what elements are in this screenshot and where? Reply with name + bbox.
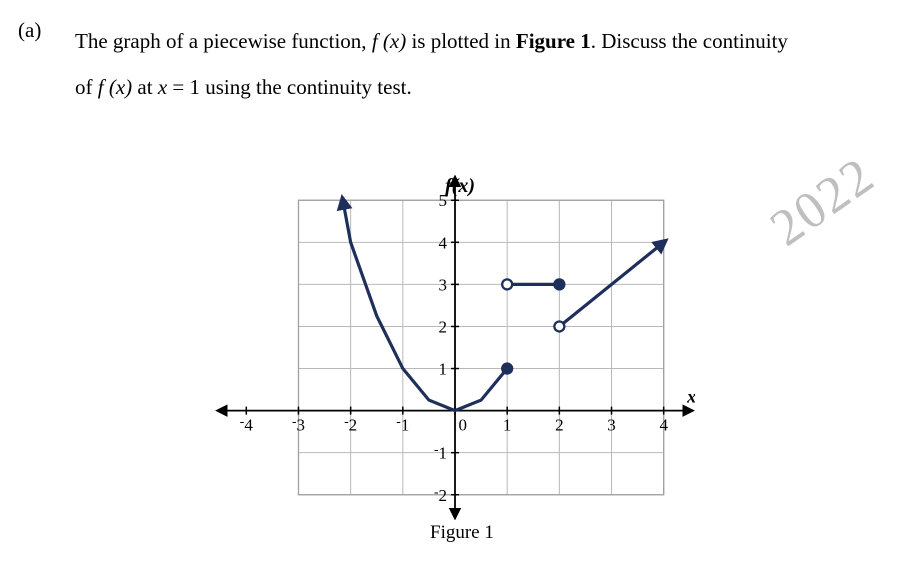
q-line2-post: using the continuity test. [200, 75, 412, 99]
svg-text:-2: -2 [434, 484, 447, 505]
q-line1-post: . Discuss the continuity [591, 29, 788, 53]
q-line1-mid: is plotted in [406, 29, 516, 53]
figure-caption: Figure 1 [430, 522, 494, 544]
q-line1-fn: f (x) [372, 29, 406, 53]
svg-text:-2: -2 [344, 414, 357, 435]
svg-text:-4: -4 [240, 414, 254, 435]
q-line1-pre: The graph of a piecewise function, [75, 29, 372, 53]
svg-text:4: 4 [439, 233, 448, 252]
svg-text:-3: -3 [292, 414, 305, 435]
question-text: The graph of a piecewise function, f (x)… [75, 18, 887, 110]
q-line2-eq-op: = [167, 75, 189, 99]
q-line1-fig: Figure 1 [516, 29, 591, 53]
svg-text:3: 3 [607, 416, 616, 435]
svg-text:-1: -1 [434, 442, 447, 463]
part-label: (a) [18, 18, 41, 43]
q-line2-pre: of [75, 75, 98, 99]
svg-text:1: 1 [503, 416, 512, 435]
svg-text:2: 2 [439, 317, 448, 336]
svg-text:4: 4 [659, 416, 668, 435]
svg-text:3: 3 [439, 275, 448, 294]
q-line2-eq-rhs: 1 [189, 75, 200, 99]
y-axis-label: f(x) [445, 175, 475, 198]
svg-text:1: 1 [439, 360, 448, 379]
q-line2-mid: at [132, 75, 158, 99]
figure-svg: -4-3-2-101234-2-112345x [215, 175, 695, 520]
svg-text:-1: -1 [396, 414, 409, 435]
q-line2-eq-var: x [158, 75, 167, 99]
watermark-year: 2022 [760, 146, 886, 259]
q-line2-fn: f (x) [98, 75, 132, 99]
svg-text:0: 0 [459, 416, 468, 435]
svg-text:2: 2 [555, 416, 564, 435]
svg-text:x: x [686, 387, 695, 407]
figure-area: f(x) -4-3-2-101234-2-112345x Figure 1 [215, 175, 695, 555]
